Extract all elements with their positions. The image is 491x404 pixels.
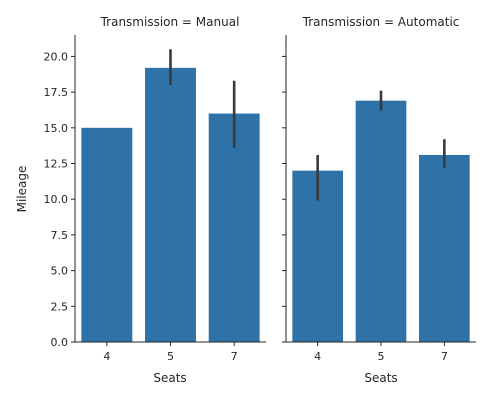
y-axis-label: Mileage: [15, 166, 29, 213]
y-tick-label: 10.0: [44, 193, 69, 206]
x-tick-label: 5: [167, 350, 174, 363]
panel-title: Transmission = Automatic: [302, 15, 460, 29]
x-tick-label: 4: [103, 350, 110, 363]
panel-automatic: Transmission = Automatic Seats 4 5 7: [282, 15, 476, 385]
x-axis-label: Seats: [153, 371, 186, 385]
y-tick-label: 20.0: [44, 50, 69, 63]
x-axis-label: Seats: [364, 371, 397, 385]
y-tick-label: 7.5: [51, 229, 69, 242]
y-tick-label: 0.0: [51, 336, 69, 349]
y-tick-label: 2.5: [51, 300, 69, 313]
x-tick-label: 4: [314, 350, 321, 363]
y-tick-label: 15.0: [44, 122, 69, 135]
bar: [355, 100, 407, 343]
bar: [81, 127, 133, 342]
panel-manual: Transmission = Manual Seats 4 5 7 0.0 2.5 5.0…: [44, 15, 266, 385]
bar: [208, 113, 260, 342]
y-tick-label: 17.5: [44, 86, 69, 99]
x-tick-label: 7: [441, 350, 448, 363]
x-tick-label: 5: [378, 350, 385, 363]
y-tick-label: 5.0: [51, 265, 69, 278]
bar: [419, 154, 470, 342]
y-tick-label: 12.5: [44, 158, 69, 171]
x-tick-label: 7: [231, 350, 238, 363]
panel-title: Transmission = Manual: [100, 15, 240, 29]
bar: [145, 67, 196, 342]
